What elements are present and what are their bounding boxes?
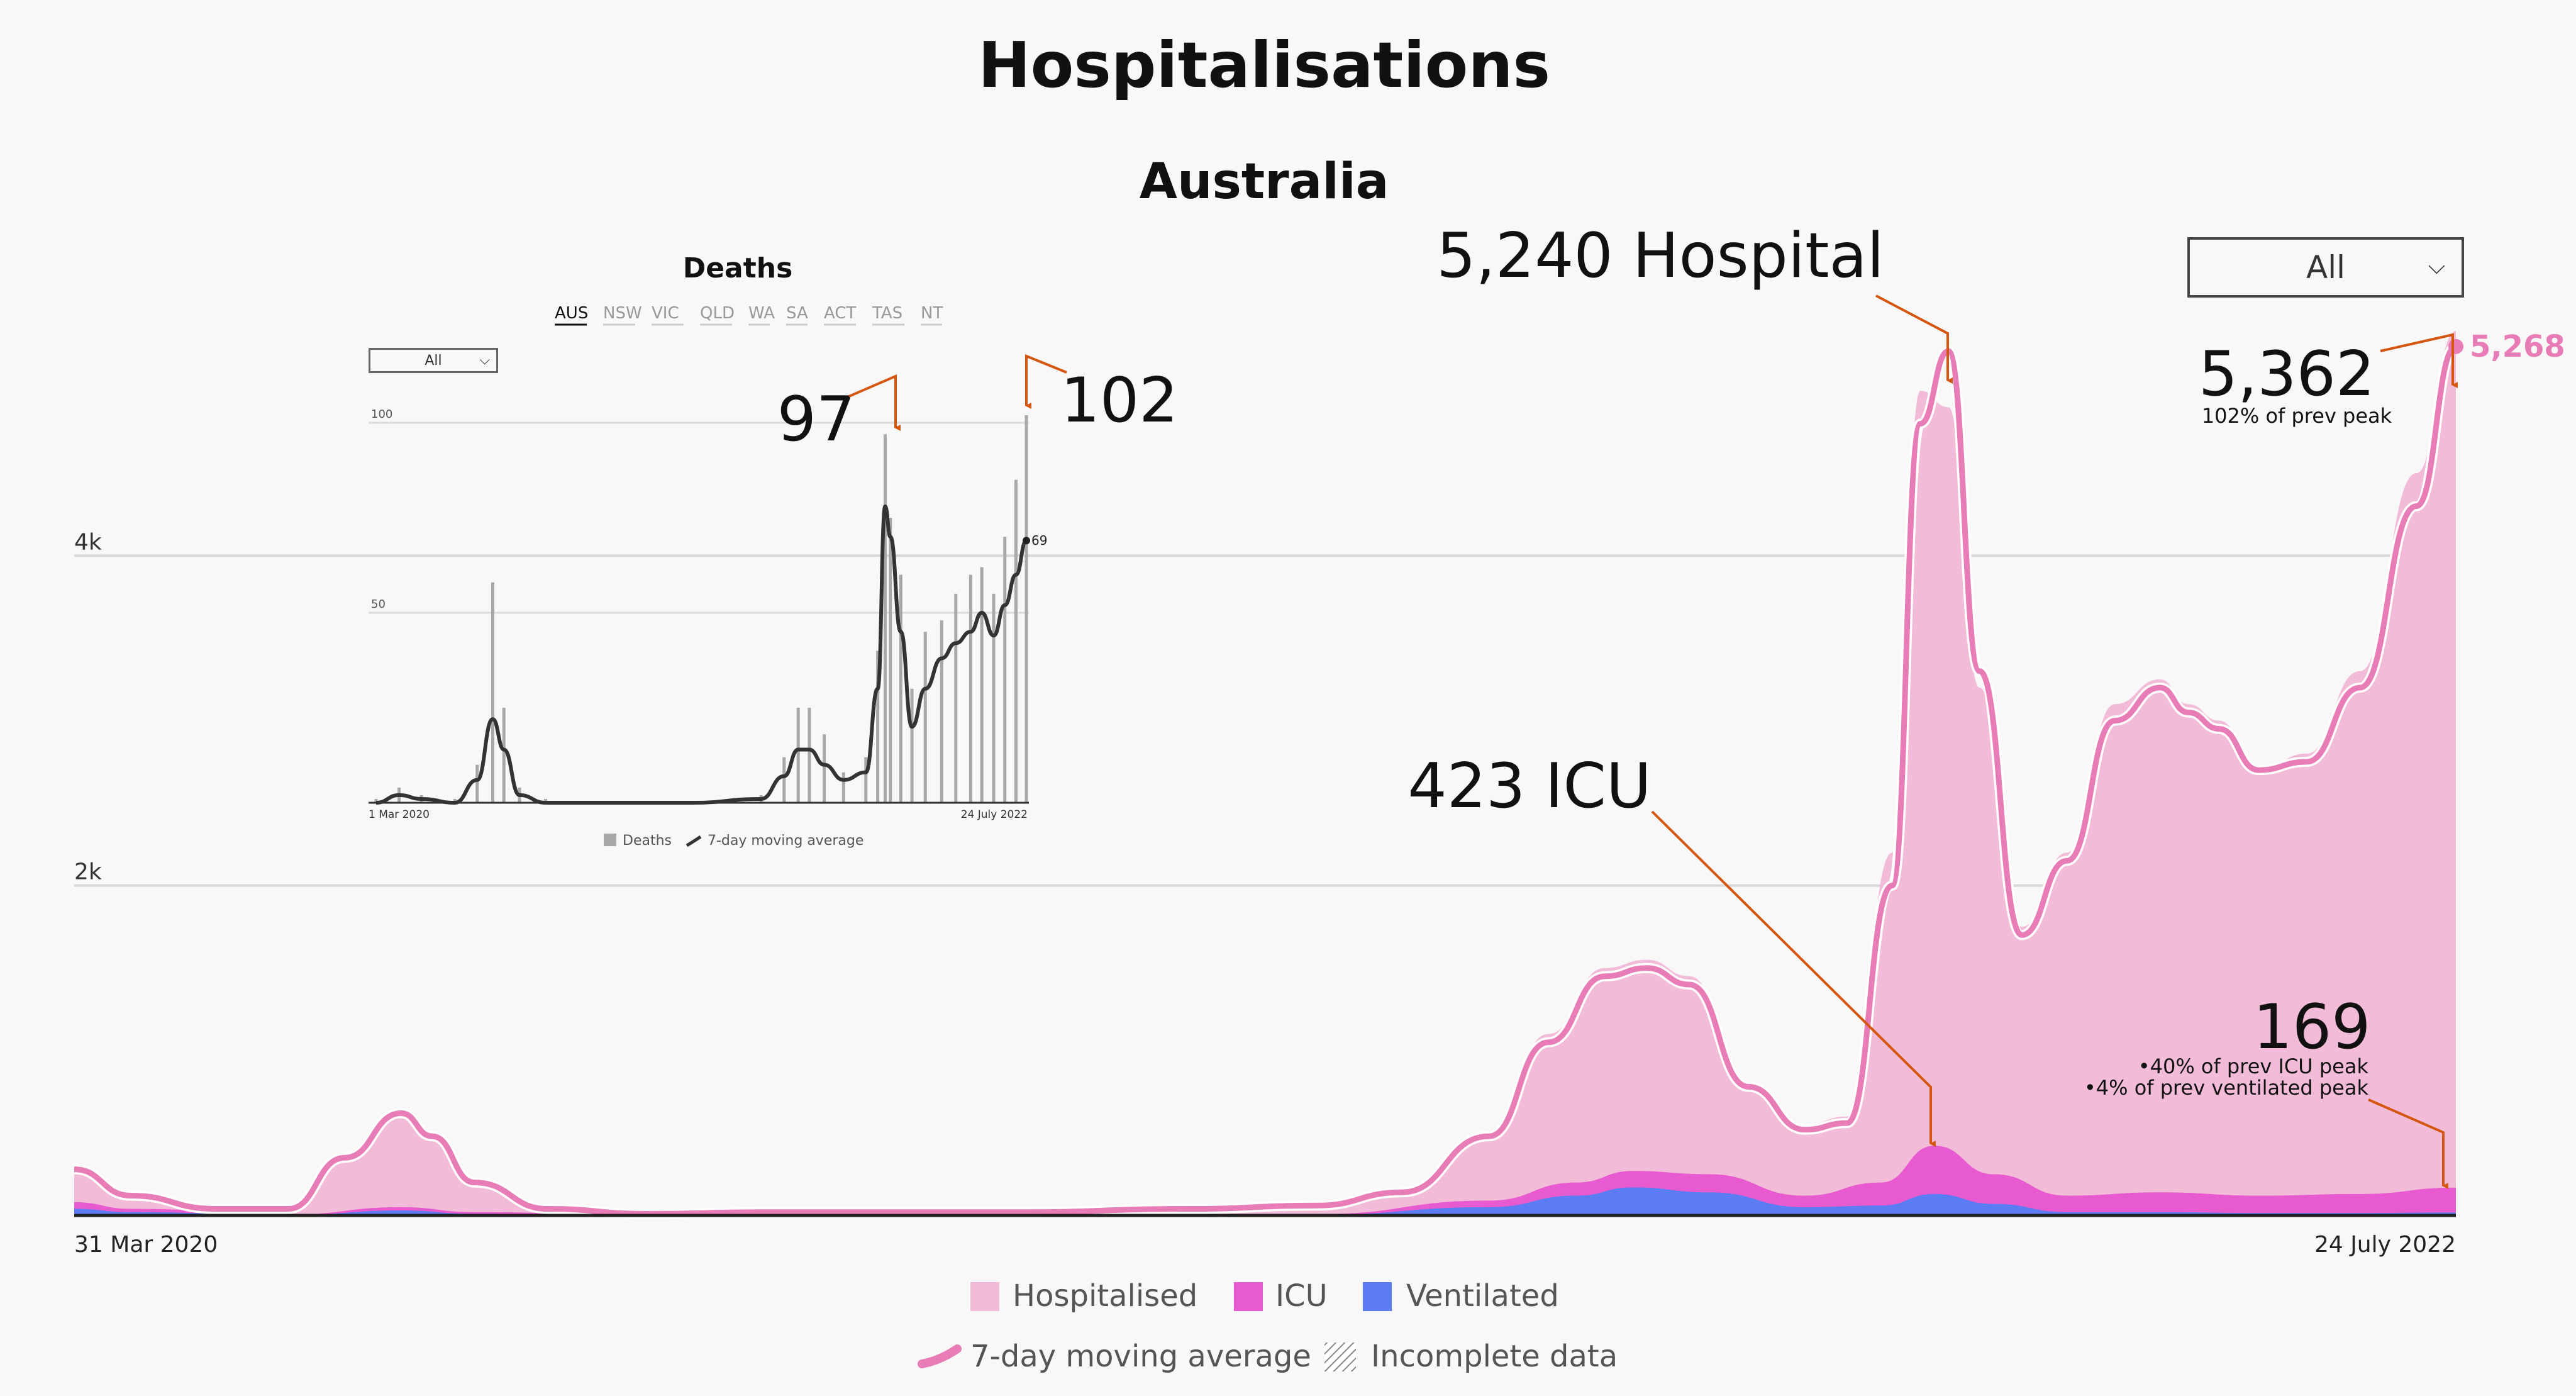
deaths-bar <box>992 593 996 803</box>
deaths-bar <box>808 708 811 803</box>
annotation-deaths-prev-peak-arrow <box>848 374 901 431</box>
deaths-bar <box>864 757 868 803</box>
chart-subtitle: Australia <box>1140 154 1389 210</box>
inset-legend-deaths-label: Deaths <box>623 833 672 849</box>
annotation-current-icu-note2: •4% of prev ventilated peak <box>2084 1076 2369 1100</box>
inset-end-dot <box>1023 537 1030 545</box>
deaths-bar <box>980 567 984 803</box>
inset-tab-wa[interactable]: WA <box>748 304 775 323</box>
y-tick-label-2k: 2k <box>74 859 102 885</box>
inset-tab-tas[interactable]: TAS <box>872 304 902 323</box>
deaths-bar <box>782 757 786 803</box>
deaths-bar <box>910 688 914 803</box>
deaths-bar <box>1024 415 1028 803</box>
annotation-hospital-peak: 5,240 Hospital <box>1436 220 1884 292</box>
annotation-deaths-current-peak-arrow <box>1025 354 1067 409</box>
inset-tab-nt[interactable]: NT <box>921 304 943 323</box>
inset-series-group <box>374 415 1028 805</box>
deaths-bar <box>823 734 826 803</box>
moving-average-line <box>74 343 2457 1217</box>
inset-tab-sa[interactable]: SA <box>786 304 808 323</box>
inset-y-tick-100: 100 <box>371 408 392 421</box>
legend-hospitalised-label: Hospitalised <box>1013 1278 1197 1314</box>
icu-area <box>74 1146 2456 1215</box>
inset-legend-avg-label: 7-day moving average <box>708 833 863 849</box>
legend-icu-label: ICU <box>1275 1278 1328 1314</box>
chevron-down-icon: ⌵ <box>2428 254 2445 279</box>
annotation-current-icu-note1: •40% of prev ICU peak <box>2138 1054 2369 1078</box>
legend-moving-avg-label: 7-day moving average <box>970 1339 1311 1374</box>
main-series-group <box>74 331 2458 1219</box>
end-value-dot <box>2448 338 2463 354</box>
deaths-bar <box>969 574 972 803</box>
end-value-label: 5,268 <box>2470 329 2565 364</box>
legend-incomplete-swatch <box>1324 1343 1356 1371</box>
inset-end-label: 69 <box>1031 533 1047 548</box>
chart-legend: Hospitalised ICU Ventilated 7-day moving… <box>918 1278 1618 1374</box>
deaths-bar <box>841 772 845 803</box>
legend-moving-avg-swatch <box>918 1344 962 1368</box>
annotation-icu-peak: 423 ICU <box>1407 751 1651 822</box>
deaths-bar <box>876 651 880 803</box>
annotation-icu-peak-arrow <box>1651 810 1936 1147</box>
deaths-bar <box>502 708 506 803</box>
deaths-bar <box>374 798 378 803</box>
hospitalised-area <box>74 331 2456 1215</box>
inset-x-end-label: 24 July 2022 <box>961 808 1028 821</box>
inset-tab-qld[interactable]: QLD <box>700 304 735 323</box>
legend-ventilated-swatch <box>1363 1282 1392 1311</box>
deaths-bar <box>923 632 927 803</box>
deaths-bar <box>796 708 800 803</box>
legend-icu-swatch <box>1234 1282 1263 1311</box>
chevron-down-icon: ⌵ <box>479 352 490 368</box>
deaths-bar <box>475 764 479 803</box>
deaths-bar <box>940 620 943 803</box>
x-end-label: 24 July 2022 <box>2314 1232 2456 1258</box>
annotation-deaths-prev-peak: 97 <box>777 384 856 455</box>
deaths-bar <box>453 798 457 803</box>
annotation-layer: 5,240 Hospital 5,362 102% of prev peak 4… <box>777 220 2458 1189</box>
deaths-bar <box>491 582 495 803</box>
deaths-bar <box>899 574 902 803</box>
deaths-moving-average-line <box>375 504 1028 805</box>
legend-hospitalised-swatch <box>970 1282 999 1311</box>
annotation-deaths-current-peak: 102 <box>1060 365 1178 437</box>
annotation-hospital-peak-arrow <box>1875 294 1953 384</box>
inset-select-value: All <box>425 352 442 369</box>
deaths-bar <box>889 518 892 803</box>
inset-tab-aus[interactable]: AUS <box>555 304 588 323</box>
inset-tab-nsw[interactable]: NSW <box>603 304 642 323</box>
inset-y-tick-50: 50 <box>371 598 386 611</box>
annotation-current-icu-arrow <box>2368 1098 2448 1189</box>
deaths-bar <box>883 434 887 803</box>
deaths-inset-chart: Deaths AUS NSW VIC QLD WA SA ACT TAS NT 100 50 1… <box>369 252 1047 849</box>
legend-ventilated-label: Ventilated <box>1406 1278 1559 1314</box>
inset-region-select[interactable]: All ⌵ <box>369 348 498 373</box>
annotation-current-peak: 5,362 <box>2199 338 2375 410</box>
inset-legend-deaths-swatch <box>604 834 616 846</box>
x-start-label: 31 Mar 2020 <box>74 1232 218 1258</box>
inset-legend-avg-swatch <box>686 835 702 847</box>
deaths-bar <box>1003 537 1007 803</box>
chart-title: Hospitalisations <box>978 28 1550 102</box>
annotation-current-peak-arrow <box>2380 333 2458 388</box>
deaths-bar <box>954 593 958 803</box>
inset-tab-vic[interactable]: VIC <box>652 304 679 323</box>
annotation-current-icu: 169 <box>2253 991 2370 1063</box>
inset-x-start-label: 1 Mar 2020 <box>369 808 430 821</box>
y-tick-label-4k: 4k <box>74 529 102 555</box>
inset-title: Deaths <box>683 252 793 284</box>
inset-tab-bar: AUS NSW VIC QLD WA SA ACT TAS NT <box>555 304 943 326</box>
inset-tab-act[interactable]: ACT <box>824 304 856 323</box>
legend-incomplete-label: Incomplete data <box>1371 1339 1618 1374</box>
region-select[interactable]: All ⌵ <box>2187 237 2464 298</box>
region-select-value: All <box>2306 249 2345 286</box>
annotation-current-peak-note: 102% of prev peak <box>2202 404 2392 428</box>
deaths-bar <box>543 798 547 803</box>
deaths-bar <box>1014 479 1018 803</box>
ventilated-area <box>74 1187 2456 1215</box>
